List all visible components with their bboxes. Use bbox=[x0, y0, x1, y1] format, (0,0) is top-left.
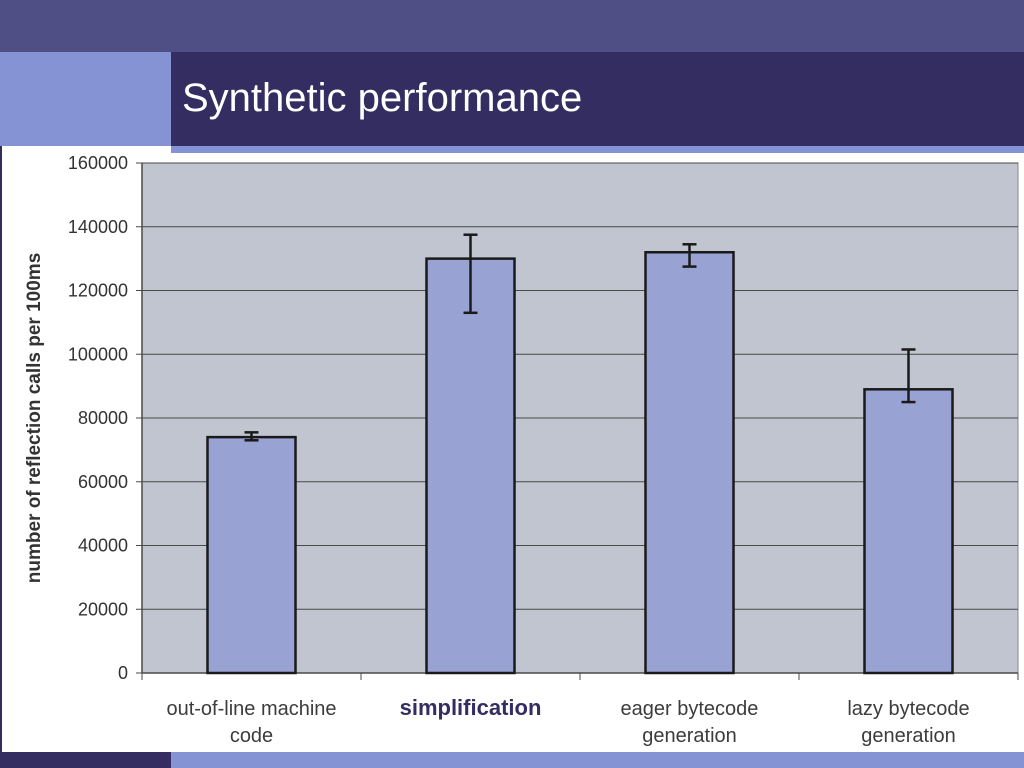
y-tick-label: 120000 bbox=[68, 281, 128, 301]
footer-strip bbox=[171, 752, 1024, 768]
y-tick-label: 0 bbox=[118, 663, 128, 683]
title-bar bbox=[171, 52, 1024, 146]
bar bbox=[206, 435, 297, 675]
y-tick-label: 80000 bbox=[78, 408, 128, 428]
bar bbox=[644, 251, 735, 675]
left-accent-block bbox=[0, 52, 171, 146]
y-tick-label: 160000 bbox=[68, 153, 128, 173]
bar bbox=[425, 257, 516, 675]
x-category-label: eager bytecode generation bbox=[620, 698, 759, 747]
y-tick-label: 140000 bbox=[68, 217, 128, 237]
y-tick-label: 100000 bbox=[68, 344, 128, 364]
bar bbox=[863, 388, 954, 675]
slide-title: Synthetic performance bbox=[182, 76, 583, 120]
left-border-line bbox=[0, 146, 2, 752]
x-category-label: lazy bytecode generation bbox=[847, 698, 970, 747]
top-band bbox=[0, 0, 1024, 52]
y-tick-label: 40000 bbox=[78, 536, 128, 556]
y-tick-label: 20000 bbox=[78, 599, 128, 619]
footer-left-block bbox=[0, 752, 171, 768]
bar-chart: 0 20000 40000 60000 80000 100000 120000 140000 1… bbox=[24, 153, 1019, 683]
title-underline-strip bbox=[171, 146, 1024, 153]
x-category-label: out-of-line machine code bbox=[166, 698, 337, 747]
y-axis-label: number of reflection calls per 100ms bbox=[24, 253, 45, 584]
x-category-label: simplification bbox=[399, 695, 542, 720]
y-tick-label: 60000 bbox=[78, 472, 128, 492]
